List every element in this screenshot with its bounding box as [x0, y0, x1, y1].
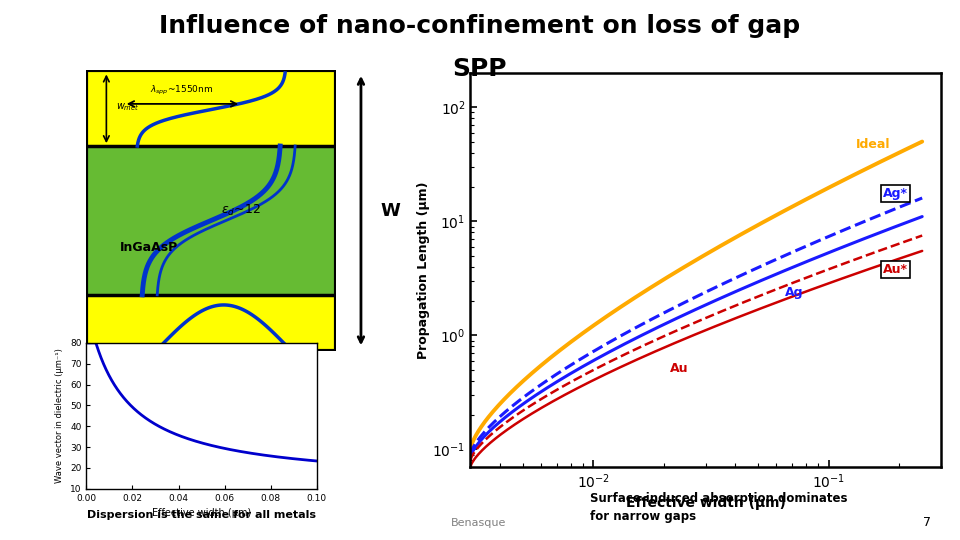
- Text: 7: 7: [924, 516, 931, 530]
- Text: Au: Au: [670, 362, 689, 375]
- Text: Surface-induced absorption dominates: Surface-induced absorption dominates: [590, 492, 848, 505]
- Text: SPP: SPP: [453, 57, 507, 80]
- Bar: [86, 295, 336, 351]
- Text: Influence of nano-confinement on loss of gap: Influence of nano-confinement on loss of…: [159, 14, 801, 37]
- Bar: [86, 146, 336, 295]
- Text: W: W: [381, 201, 401, 220]
- Text: Ideal: Ideal: [855, 138, 890, 151]
- Y-axis label: Propagation Length (μm): Propagation Length (μm): [417, 181, 429, 359]
- Text: Benasque: Benasque: [451, 518, 507, 529]
- Text: Ag*: Ag*: [883, 187, 908, 200]
- Text: Au*: Au*: [883, 263, 908, 276]
- Y-axis label: Wave vector in dielectric (μm⁻¹): Wave vector in dielectric (μm⁻¹): [56, 348, 64, 483]
- Text: $\varepsilon_d$~12: $\varepsilon_d$~12: [222, 203, 261, 218]
- X-axis label: Effective width (μm): Effective width (μm): [152, 508, 252, 518]
- Bar: [86, 70, 336, 146]
- Text: for narrow gaps: for narrow gaps: [590, 510, 697, 523]
- Text: Ag: Ag: [784, 286, 804, 299]
- Text: Dispersion is the same for all metals: Dispersion is the same for all metals: [87, 510, 316, 521]
- Text: $w_{met}$: $w_{met}$: [116, 101, 140, 113]
- X-axis label: Effective width (μm): Effective width (μm): [626, 496, 785, 510]
- Text: $\lambda_{spp}$~1550nm: $\lambda_{spp}$~1550nm: [150, 84, 213, 97]
- Text: InGaAsP: InGaAsP: [120, 241, 178, 254]
